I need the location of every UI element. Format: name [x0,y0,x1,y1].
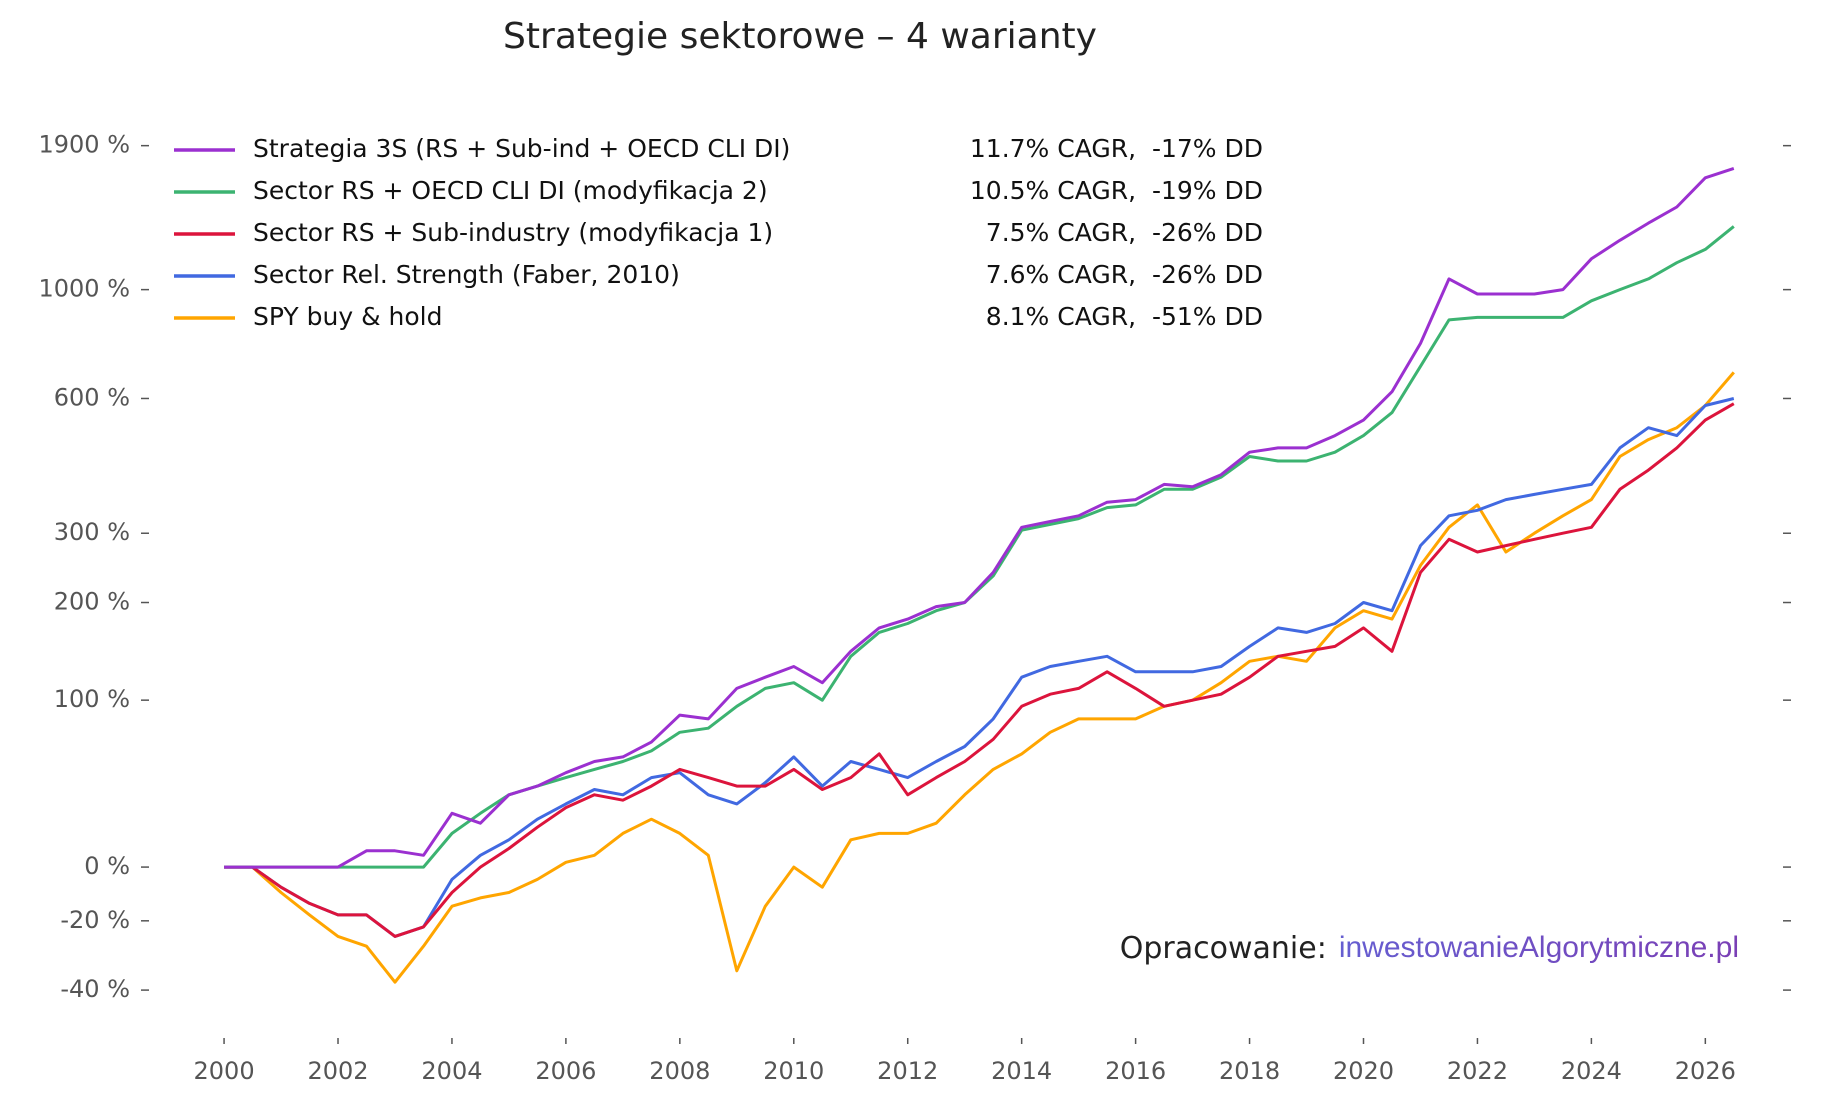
y-tick-label: -40 % [60,975,130,1003]
series-line [224,397,1735,938]
legend-label: Strategia 3S (RS + Sub-ind + OECD CLI DI… [253,134,790,163]
x-tick-label: 2020 [1333,1057,1394,1085]
series-line [224,402,1735,938]
legend-stats: 8.1% CAGR, -51% DD [986,302,1263,331]
x-tick-label: 2002 [307,1057,368,1085]
x-tick-label: 2012 [877,1057,938,1085]
legend-stats: 7.6% CAGR, -26% DD [986,260,1263,289]
legend-stats: 7.5% CAGR, -26% DD [986,218,1263,247]
legend-label: SPY buy & hold [253,302,442,331]
legend-label: Sector RS + Sub-industry (modyfikacja 1) [253,218,773,247]
y-tick-label: 300 % [54,518,130,546]
y-tick-label: 1900 % [38,131,130,159]
x-tick-label: 2026 [1675,1057,1736,1085]
legend-label: Sector RS + OECD CLI DI (modyfikacja 2) [253,176,768,205]
y-tick-label: 100 % [54,685,130,713]
y-tick-label: 0 % [84,852,130,880]
annotation: Opracowanie: inwestowanieAlgorytmiczne.pl [1120,931,1739,966]
x-tick-label: 2004 [421,1057,482,1085]
annotation-source: inwestowanieAlgorytmiczne.pl [1339,931,1739,964]
x-tick-label: 2008 [649,1057,710,1085]
x-tick-label: 2016 [1105,1057,1166,1085]
y-tick-label: 200 % [54,588,130,616]
x-tick-label: 2024 [1561,1057,1622,1085]
x-tick-label: 2010 [763,1057,824,1085]
legend-stats: 11.7% CAGR, -17% DD [970,134,1263,163]
x-tick-label: 2018 [1219,1057,1280,1085]
series-line [224,166,1735,869]
legend-stats: 10.5% CAGR, -19% DD [970,176,1263,205]
series-line [224,371,1735,984]
x-tick-label: 2014 [991,1057,1052,1085]
annotation-prefix: Opracowanie: [1120,931,1327,966]
x-tick-label: 2022 [1447,1057,1508,1085]
x-tick-label: 2000 [194,1057,255,1085]
y-tick-label: 1000 % [38,275,130,303]
legend-label: Sector Rel. Strength (Faber, 2010) [253,260,680,289]
x-tick-label: 2006 [535,1057,596,1085]
y-tick-label: 600 % [54,383,130,411]
y-tick-label: -20 % [60,906,130,934]
chart-title: Strategie sektorowe – 4 warianty [503,16,1097,57]
